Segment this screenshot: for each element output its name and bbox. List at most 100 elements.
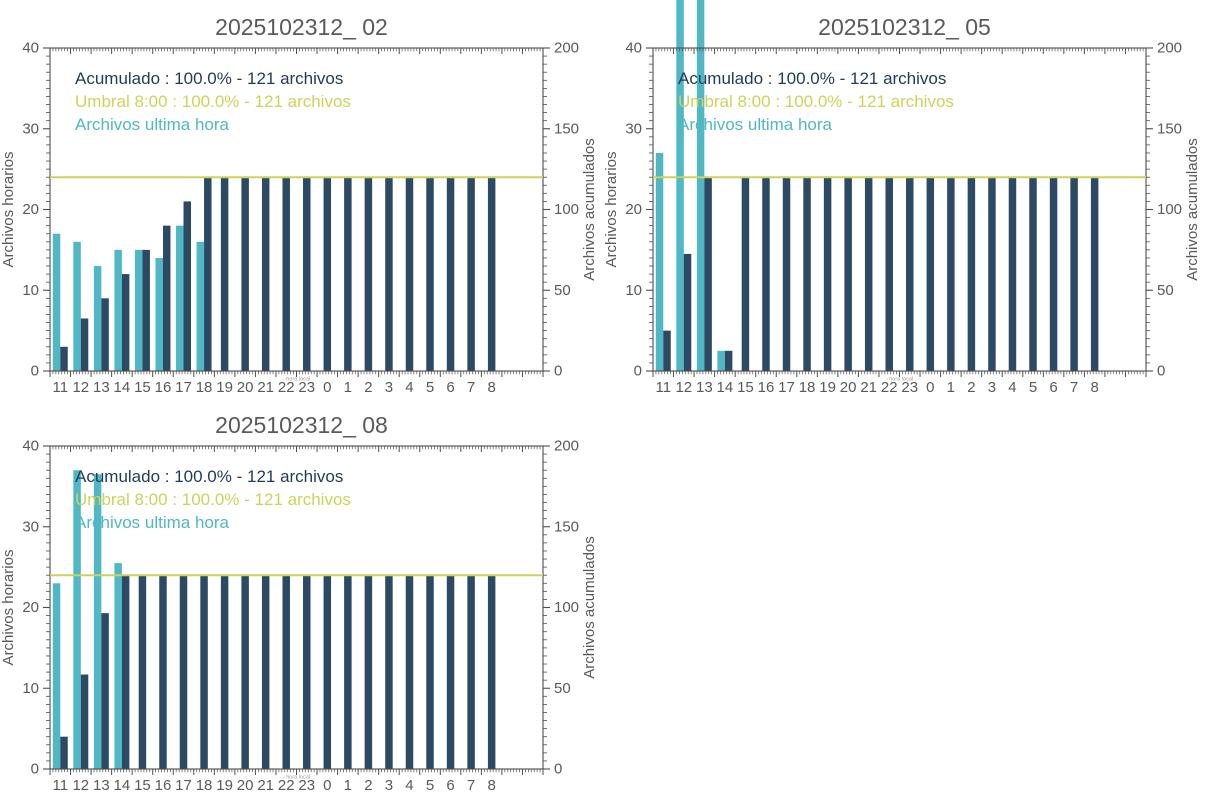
svg-text:19: 19 [819,379,836,396]
svg-text:Umbral 8:00 : 100.0% - 121 arc: Umbral 8:00 : 100.0% - 121 archivos [678,92,954,111]
svg-text:17: 17 [778,379,795,396]
svg-text:4: 4 [1008,379,1016,396]
svg-text:1: 1 [947,379,955,396]
svg-text:18: 18 [196,379,213,396]
svg-text:2025102312_ 08: 2025102312_ 08 [215,412,388,438]
svg-text:0: 0 [1157,363,1165,380]
svg-text:30: 30 [22,518,39,535]
svg-text:12: 12 [72,777,89,794]
svg-text:6: 6 [1049,379,1057,396]
svg-text:19: 19 [216,777,233,794]
svg-text:3: 3 [385,379,393,396]
svg-text:16: 16 [758,379,775,396]
svg-text:40: 40 [22,40,39,57]
svg-text:0: 0 [554,363,562,380]
svg-text:Archivos acumulados: Archivos acumulados [581,536,598,679]
svg-text:200: 200 [554,40,579,57]
svg-text:200: 200 [1157,40,1182,57]
svg-text:3: 3 [988,379,996,396]
svg-text:12: 12 [675,379,692,396]
svg-text:100: 100 [554,599,579,616]
svg-text:Umbral 8:00 : 100.0% - 121 arc: Umbral 8:00 : 100.0% - 121 archivos [75,490,351,509]
svg-text:Archivos ultima hora: Archivos ultima hora [75,115,230,134]
svg-text:Acumulado : 100.0% - 121 archi: Acumulado : 100.0% - 121 archivos [75,467,343,486]
svg-text:150: 150 [554,518,579,535]
svg-text:13: 13 [93,379,110,396]
svg-text:15: 15 [134,777,151,794]
svg-text:- hora local: - hora local [283,775,310,781]
svg-text:16: 16 [155,777,172,794]
svg-text:2025102312_ 02: 2025102312_ 02 [215,14,388,40]
svg-text:8: 8 [487,777,495,794]
svg-text:4: 4 [405,777,413,794]
svg-text:20: 20 [22,201,39,218]
svg-text:17: 17 [175,379,192,396]
svg-text:40: 40 [22,438,39,455]
svg-text:Archivos ultima hora: Archivos ultima hora [678,115,833,134]
svg-text:20: 20 [237,379,254,396]
svg-text:18: 18 [196,777,213,794]
svg-text:13: 13 [93,777,110,794]
svg-text:100: 100 [554,201,579,218]
svg-text:1: 1 [344,777,352,794]
svg-text:14: 14 [114,777,131,794]
svg-text:20: 20 [840,379,857,396]
svg-text:50: 50 [554,282,571,299]
svg-text:0: 0 [554,761,562,778]
svg-text:14: 14 [717,379,734,396]
svg-text:21: 21 [860,379,877,396]
svg-text:30: 30 [22,120,39,137]
svg-text:20: 20 [237,777,254,794]
svg-text:2: 2 [364,777,372,794]
svg-text:7: 7 [1070,379,1078,396]
svg-text:1: 1 [344,379,352,396]
svg-text:10: 10 [22,680,39,697]
svg-text:20: 20 [625,201,642,218]
svg-text:11: 11 [655,379,671,396]
svg-text:21: 21 [257,777,274,794]
svg-text:13: 13 [696,379,713,396]
svg-text:30: 30 [625,120,642,137]
svg-text:- hora local: - hora local [886,377,913,383]
svg-text:6: 6 [446,777,454,794]
svg-text:40: 40 [625,40,642,57]
svg-text:4: 4 [405,379,413,396]
svg-text:Archivos horarios: Archivos horarios [603,152,620,268]
svg-text:7: 7 [467,379,475,396]
svg-text:15: 15 [737,379,754,396]
svg-text:11: 11 [52,379,68,396]
svg-text:0: 0 [634,363,642,380]
svg-text:17: 17 [175,777,192,794]
svg-text:5: 5 [426,777,434,794]
svg-text:2: 2 [967,379,975,396]
svg-text:18: 18 [799,379,816,396]
svg-text:15: 15 [134,379,151,396]
svg-text:150: 150 [554,120,579,137]
svg-text:5: 5 [426,379,434,396]
svg-text:12: 12 [72,379,89,396]
svg-text:50: 50 [1157,282,1174,299]
svg-text:Archivos horarios: Archivos horarios [0,152,17,268]
svg-text:Archivos acumulados: Archivos acumulados [581,138,598,281]
svg-text:0: 0 [31,761,39,778]
svg-text:50: 50 [554,680,571,697]
svg-text:Archivos acumulados: Archivos acumulados [1184,138,1201,281]
svg-text:Archivos horarios: Archivos horarios [0,550,17,666]
svg-text:14: 14 [114,379,131,396]
svg-text:8: 8 [487,379,495,396]
svg-text:19: 19 [216,379,233,396]
svg-text:- hora local: - hora local [283,377,310,383]
svg-text:11: 11 [52,777,68,794]
svg-text:200: 200 [554,438,579,455]
svg-text:0: 0 [323,379,331,396]
svg-text:0: 0 [323,777,331,794]
svg-text:7: 7 [467,777,475,794]
svg-text:100: 100 [1157,201,1182,218]
svg-text:2: 2 [364,379,372,396]
svg-text:16: 16 [155,379,172,396]
svg-text:10: 10 [625,282,642,299]
svg-text:150: 150 [1157,120,1182,137]
svg-text:10: 10 [22,282,39,299]
svg-text:0: 0 [926,379,934,396]
svg-text:2025102312_ 05: 2025102312_ 05 [818,14,991,40]
